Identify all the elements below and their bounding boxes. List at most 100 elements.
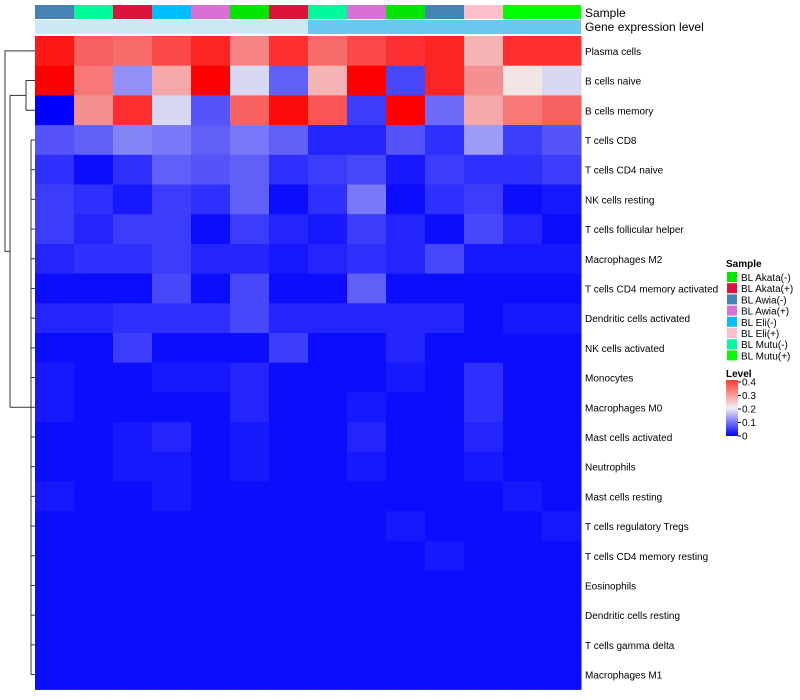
heatmap-cell <box>425 154 465 185</box>
heatmap-cell <box>269 362 309 393</box>
heatmap-cell <box>425 600 465 631</box>
heatmap-cell <box>386 95 426 126</box>
heatmap-cell <box>269 243 309 275</box>
heatmap-cell <box>503 184 543 215</box>
heatmap-cell <box>74 422 114 453</box>
heatmap-cell <box>74 36 114 67</box>
annotation-sample-cell <box>230 5 269 19</box>
heatmap-cell <box>269 630 309 661</box>
heatmap-cell <box>152 481 192 512</box>
heatmap-cell <box>347 451 387 482</box>
heatmap-cell <box>425 243 465 275</box>
heatmap-cell <box>386 154 426 185</box>
heatmap-cell <box>386 600 426 631</box>
annotation-expression-cell <box>191 20 230 34</box>
legend-sample-label: BL Akata(+) <box>741 284 793 295</box>
heatmap-cell <box>386 451 426 482</box>
heatmap-cell <box>113 125 153 156</box>
heatmap-cell <box>425 540 465 572</box>
heatmap-cell <box>542 630 582 661</box>
heatmap-cell <box>113 303 153 334</box>
heatmap-cell <box>230 154 270 185</box>
heatmap-cell <box>386 481 426 512</box>
heatmap-cell <box>74 511 114 542</box>
annotation-sample-cell <box>191 5 230 19</box>
heatmap-cell <box>74 154 114 185</box>
heatmap-cell <box>347 362 387 393</box>
heatmap-cell <box>74 273 114 304</box>
heatmap-cell <box>308 451 348 482</box>
heatmap-cell <box>542 511 582 542</box>
heatmap-cell <box>542 184 582 215</box>
heatmap-cell <box>464 214 504 245</box>
legend-level-tick: 0.2 <box>742 405 756 416</box>
heatmap-cell <box>503 451 543 482</box>
heatmap-cell <box>191 65 231 96</box>
heatmap-cell <box>74 600 114 631</box>
heatmap-cell <box>542 362 582 393</box>
annotation-expression-cell <box>308 20 347 34</box>
heatmap-cell <box>542 600 582 631</box>
heatmap-cell <box>308 422 348 453</box>
heatmap-cell <box>35 243 75 275</box>
heatmap-cell <box>74 630 114 661</box>
heatmap-cell <box>308 65 348 96</box>
heatmap-cell <box>230 303 270 334</box>
heatmap-cell <box>74 214 114 245</box>
heatmap-cell <box>191 125 231 156</box>
heatmap-cell <box>503 154 543 185</box>
row-label: Neutrophils <box>585 463 636 474</box>
heatmap-cell <box>542 303 582 334</box>
heatmap-cell <box>347 65 387 96</box>
heatmap-cell <box>152 184 192 215</box>
heatmap-cell <box>113 659 153 690</box>
heatmap-cell <box>191 303 231 334</box>
heatmap-cell <box>503 362 543 393</box>
legend-sample-entries: BL Akata(-)BL Akata(+)BL Awia(-)BL Awia(… <box>727 272 793 362</box>
heatmap-cell <box>191 540 231 572</box>
heatmap-cell <box>464 303 504 334</box>
legend-sample-swatch <box>727 272 737 282</box>
heatmap-cell <box>386 659 426 690</box>
column-annotations <box>35 5 581 34</box>
annotation-sample-cell <box>35 5 74 19</box>
heatmap-cell <box>503 125 543 156</box>
heatmap-cell <box>269 214 309 245</box>
heatmap-cell <box>386 303 426 334</box>
heatmap-cell <box>35 214 75 245</box>
heatmap-cell <box>464 392 504 423</box>
heatmap-cell <box>425 273 465 304</box>
heatmap-cell <box>386 333 426 364</box>
heatmap-cell <box>308 362 348 393</box>
heatmap-cell <box>230 243 270 275</box>
heatmap-cell <box>230 273 270 304</box>
legend-sample-swatch <box>727 328 737 338</box>
heatmap-cell <box>269 570 309 601</box>
row-label: Monocytes <box>585 374 633 385</box>
heatmap-cell <box>35 540 75 572</box>
heatmap-cell <box>308 214 348 245</box>
heatmap-cell <box>425 333 465 364</box>
heatmap-cell <box>503 392 543 423</box>
heatmap-cell <box>152 243 192 275</box>
heatmap-cell <box>35 303 75 334</box>
heatmap-cell <box>347 36 387 67</box>
heatmap-cell <box>308 333 348 364</box>
row-label: Eosinophils <box>585 581 636 592</box>
heatmap-cell <box>503 65 543 96</box>
heatmap-cell <box>503 659 543 690</box>
heatmap-cell <box>347 303 387 334</box>
heatmap-cell <box>113 36 153 67</box>
heatmap-cell <box>152 95 192 126</box>
heatmap-cell <box>464 243 504 275</box>
annotation-sample-cell <box>74 5 113 19</box>
heatmap-cell <box>113 570 153 601</box>
heatmap-cell <box>113 511 153 542</box>
legend-sample-swatch <box>727 350 737 361</box>
heatmap-cell <box>425 95 465 126</box>
heatmap-cell <box>35 630 75 661</box>
heatmap-cell <box>230 570 270 601</box>
legend-sample-title: Sample <box>726 259 762 270</box>
heatmap-cell <box>230 392 270 423</box>
